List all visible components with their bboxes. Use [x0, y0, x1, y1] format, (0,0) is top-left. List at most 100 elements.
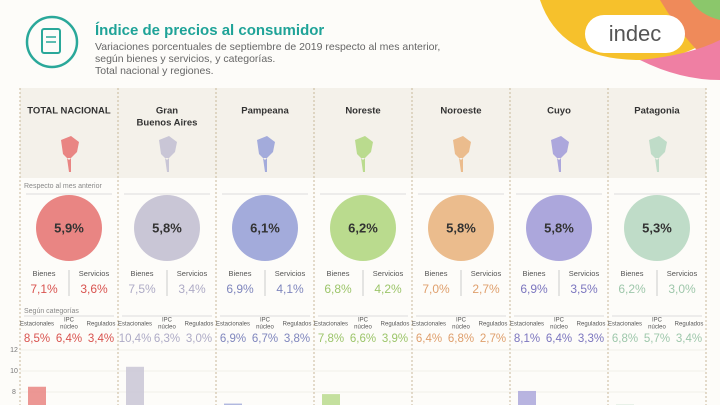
goods-label: Bienes — [523, 269, 546, 278]
category-label: Estacionales — [118, 322, 152, 328]
services-value: 4,2% — [374, 282, 402, 296]
category-label: Estacionales — [608, 322, 642, 328]
services-value: 2,7% — [472, 282, 500, 296]
core-value: 6,4% — [56, 333, 82, 345]
total-circle — [526, 195, 592, 261]
region-name: Gran — [156, 106, 178, 117]
total-circle — [330, 195, 396, 261]
region-name: Noreste — [345, 106, 380, 117]
services-label: Servicios — [177, 269, 208, 278]
region-name: Noroeste — [440, 106, 481, 117]
region-map — [551, 136, 569, 172]
services-value: 3,0% — [668, 282, 696, 296]
total-value: 5,9% — [54, 220, 84, 235]
region-map — [649, 136, 667, 172]
total-value: 6,1% — [250, 220, 280, 235]
category-label: núcleo — [60, 325, 78, 331]
services-label: Servicios — [667, 269, 698, 278]
axis-label: 10 — [10, 368, 18, 375]
category-label: núcleo — [256, 325, 274, 331]
regulated-value: 2,7% — [480, 333, 506, 345]
core-value: 6,7% — [252, 333, 278, 345]
services-value: 3,6% — [80, 282, 108, 296]
total-value: 5,8% — [152, 220, 182, 235]
bar — [322, 394, 340, 405]
goods-value: 6,8% — [324, 282, 352, 296]
subtitle: Variaciones porcentuales de septiembre d… — [95, 41, 440, 53]
core-value: 6,6% — [350, 333, 376, 345]
icon — [25, 15, 79, 69]
logo-shape — [640, 40, 720, 80]
goods-label: Bienes — [229, 269, 252, 278]
goods-label: Bienes — [327, 269, 350, 278]
category-label: núcleo — [354, 325, 372, 331]
category-label: IPC — [64, 318, 75, 324]
total-circle — [232, 195, 298, 261]
services-value: 3,4% — [178, 282, 206, 296]
region-name: Cuyo — [547, 106, 571, 117]
bar — [224, 403, 242, 405]
total-circle — [134, 195, 200, 261]
core-value: 6,4% — [546, 333, 572, 345]
category-label: Regulados — [185, 322, 214, 328]
regulated-value: 3,9% — [382, 333, 408, 345]
region-map — [61, 136, 79, 172]
goods-value: 6,9% — [520, 282, 548, 296]
goods-value: 7,1% — [30, 282, 58, 296]
goods-value: 7,5% — [128, 282, 156, 296]
services-label: Servicios — [79, 269, 110, 278]
category-label: núcleo — [452, 325, 470, 331]
category-label: Regulados — [675, 322, 704, 328]
regulated-value: 3,0% — [186, 333, 212, 345]
category-label: Regulados — [283, 322, 312, 328]
seasonal-value: 6,8% — [612, 333, 638, 345]
category-label: núcleo — [158, 325, 176, 331]
category-label: Regulados — [479, 322, 508, 328]
logo: indec — [609, 21, 662, 46]
services-value: 3,5% — [570, 282, 598, 296]
core-value: 6,3% — [154, 333, 180, 345]
goods-label: Bienes — [621, 269, 644, 278]
services-label: Servicios — [373, 269, 404, 278]
region-name: TOTAL NACIONAL — [27, 106, 111, 117]
category-label: Estacionales — [20, 322, 54, 328]
category-label: Estacionales — [314, 322, 348, 328]
seasonal-value: 8,1% — [514, 333, 540, 345]
logo-shape — [690, 0, 720, 20]
seasonal-value: 6,4% — [416, 333, 442, 345]
category-label: núcleo — [550, 325, 568, 331]
goods-value: 6,2% — [618, 282, 646, 296]
total-circle — [36, 195, 102, 261]
axis-label: 8 — [12, 389, 16, 396]
axis-label: 12 — [10, 347, 18, 354]
goods-value: 7,0% — [422, 282, 450, 296]
total-value: 6,2% — [348, 220, 378, 235]
regulated-value: 3,8% — [284, 333, 310, 345]
category-label: Regulados — [577, 322, 606, 328]
seasonal-value: 8,5% — [24, 333, 50, 345]
category-label: IPC — [358, 318, 369, 324]
total-circle — [428, 195, 494, 261]
region-map — [355, 136, 373, 172]
category-label: Estacionales — [510, 322, 544, 328]
bar — [518, 390, 536, 405]
category-label: Regulados — [87, 322, 116, 328]
subtitle: según bienes y servicios, y categorías. — [95, 53, 275, 65]
regulated-value: 3,3% — [578, 333, 604, 345]
total-value: 5,8% — [544, 220, 574, 235]
bar — [126, 366, 144, 405]
category-label: Estacionales — [412, 322, 446, 328]
total-circle — [624, 195, 690, 261]
services-value: 4,1% — [276, 282, 304, 296]
goods-label: Bienes — [33, 269, 56, 278]
region-name: Buenos Aires — [137, 118, 198, 129]
seasonal-value: 6,9% — [220, 333, 246, 345]
core-value: 6,8% — [448, 333, 474, 345]
region-map — [159, 136, 177, 172]
category-label: Regulados — [381, 322, 410, 328]
icon — [41, 28, 61, 54]
region-map — [453, 136, 471, 172]
services-label: Servicios — [569, 269, 600, 278]
seasonal-value: 7,8% — [318, 333, 344, 345]
